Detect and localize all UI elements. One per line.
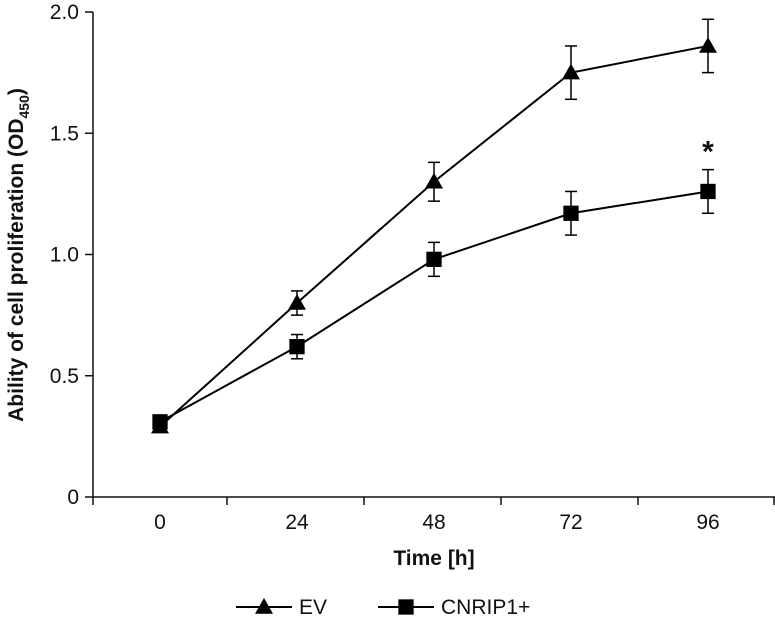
y-axis-title-suffix: )	[5, 88, 28, 95]
data-point	[699, 36, 717, 53]
series-line	[159, 44, 709, 428]
x-tick-label: 96	[696, 511, 719, 534]
data-point	[700, 183, 716, 200]
y-tick-label: 2.0	[50, 1, 79, 24]
axes: 0 24 48 72 96 0 0.5 1.0 1.5 2.0 Time [h] Ability of…	[5, 1, 775, 570]
y-axis-title: Ability of cell proliferation (OD450)	[5, 88, 32, 422]
significance-annotation: *	[702, 136, 714, 169]
data-point	[562, 63, 580, 80]
data-point	[288, 294, 306, 310]
series-line	[159, 190, 709, 423]
legend-item-cnrip1-: CNRIP1+	[378, 596, 530, 617]
legend-label: CNRIP1+	[441, 596, 530, 617]
series-layer: *	[151, 18, 717, 434]
legend-label: EV	[299, 596, 327, 617]
y-tick-label: 1.0	[50, 244, 79, 267]
series-cnrip1-	[152, 168, 716, 430]
data-point	[151, 417, 169, 434]
data-point	[563, 205, 579, 221]
x-tick-label: 72	[559, 511, 582, 534]
y-tick-label: 0.5	[50, 365, 79, 388]
legend-square-marker	[398, 599, 414, 615]
y-axis-title-main: Ability of cell proliferation (OD	[5, 119, 28, 422]
series-ev	[151, 18, 717, 434]
data-point	[425, 172, 443, 189]
data-point	[289, 339, 305, 355]
x-axis-title: Time [h]	[393, 547, 474, 570]
legend-item-ev: EV	[236, 596, 327, 617]
x-tick-label: 24	[285, 511, 309, 534]
x-tick-label: 48	[422, 511, 445, 534]
data-point	[426, 251, 442, 267]
y-tick-label: 1.5	[50, 122, 79, 145]
y-tick-label: 0	[67, 486, 79, 509]
legend: EV CNRIP1+	[236, 596, 530, 617]
y-axis-title-subscript: 450	[16, 95, 32, 119]
legend-triangle-marker	[255, 598, 273, 614]
x-tick-label: 0	[154, 511, 166, 534]
